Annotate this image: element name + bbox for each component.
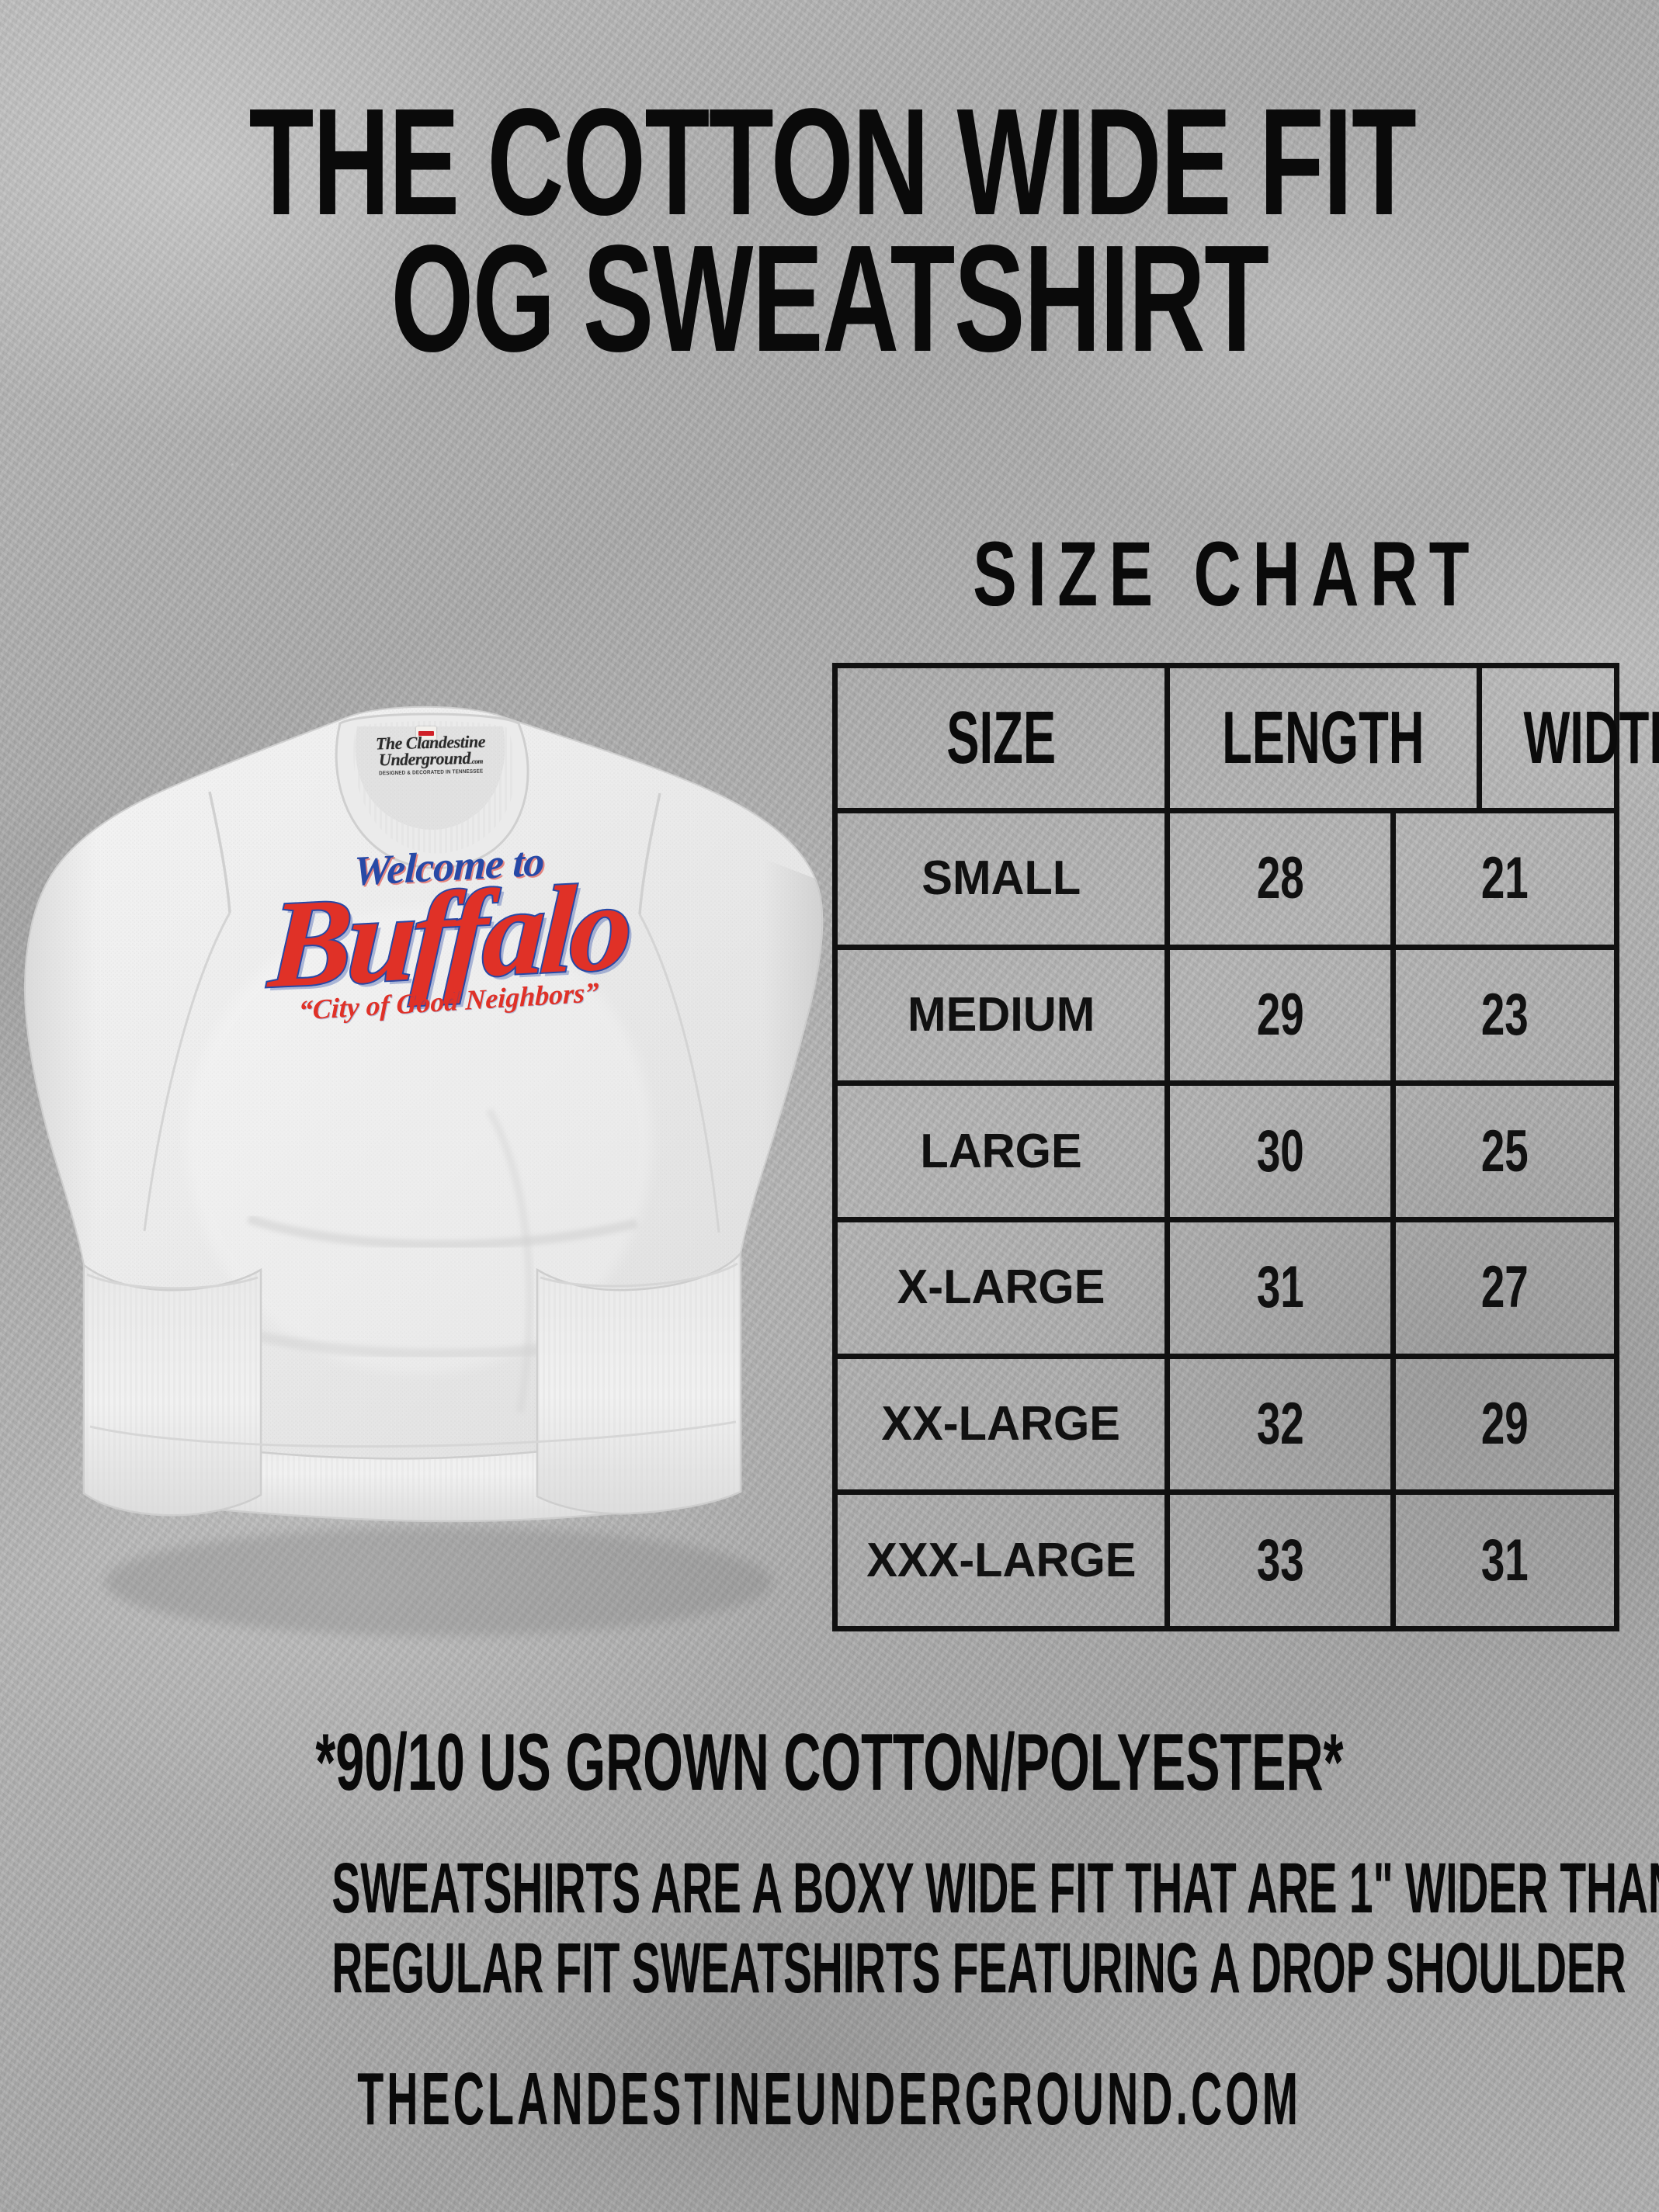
chest-print-artwork: Welcome to Buffalo “City of Good Neighbo… bbox=[247, 837, 651, 1098]
cell-width: 21 bbox=[1481, 845, 1529, 912]
table-row: LARGE 30 25 bbox=[838, 1086, 1614, 1223]
garment-drop-shadow bbox=[105, 1527, 772, 1636]
table-header-size: SIZE bbox=[838, 668, 1170, 808]
cell-length: 30 bbox=[1170, 1086, 1396, 1218]
table-row: XXX-LARGE 33 31 bbox=[838, 1495, 1614, 1627]
material-note-text: *90/10 US GROWN COTTON/POLYESTER* bbox=[315, 1718, 1344, 1808]
shoulder-seam-left bbox=[208, 791, 231, 914]
cell-width: 23 bbox=[1481, 982, 1529, 1048]
cell-length: 31 bbox=[1170, 1222, 1396, 1354]
garment-highlight bbox=[186, 908, 652, 1374]
table-header-length: LENGTH bbox=[1170, 668, 1482, 808]
shoulder-seam-right bbox=[638, 792, 661, 915]
table-row: MEDIUM 29 23 bbox=[838, 949, 1614, 1087]
neck-label-dotcom: .com bbox=[470, 757, 483, 765]
sleeve-seam-right bbox=[638, 914, 720, 1233]
garment-fold-3 bbox=[485, 1108, 534, 1413]
cell-length: 29 bbox=[1170, 949, 1396, 1081]
neck-label: The Clandestine Underground.com DESIGNED… bbox=[364, 732, 497, 792]
cell-width: 29 bbox=[1481, 1391, 1529, 1458]
neck-label-subline: DESIGNED & DECORATED IN TENNESSEE bbox=[379, 768, 484, 777]
cuff-right-stitch bbox=[540, 1262, 738, 1288]
manufacturer-tag bbox=[416, 726, 436, 740]
cell-size: LARGE bbox=[838, 1086, 1170, 1218]
website-url-text[interactable]: THECLANDESTINEUNDERGROUND.COM bbox=[357, 2058, 1302, 2141]
cell-size: XXX-LARGE bbox=[838, 1495, 1170, 1627]
material-note: *90/10 US GROWN COTTON/POLYESTER* bbox=[0, 1717, 1659, 1809]
cuff-left-rib-texture bbox=[84, 1265, 261, 1516]
table-row: SMALL 28 21 bbox=[838, 813, 1614, 950]
size-chart-heading-text: SIZE CHART bbox=[973, 523, 1480, 626]
fit-note-line-2: REGULAR FIT SWEATSHIRTS FEATURING A DROP… bbox=[331, 1929, 1626, 2009]
neck-label-brand-line-2: Underground bbox=[378, 747, 471, 770]
hem-stitch bbox=[89, 1420, 737, 1448]
cell-size: SMALL bbox=[838, 813, 1170, 945]
title-line-2: OG SWEATSHIRT bbox=[390, 213, 1269, 384]
cell-size: X-LARGE bbox=[838, 1222, 1170, 1354]
product-image-sweatshirt bbox=[16, 675, 838, 1669]
sweatshirt-illustration bbox=[24, 706, 824, 1636]
size-chart-heading: SIZE CHART bbox=[832, 522, 1621, 627]
cell-size: MEDIUM bbox=[838, 949, 1170, 1081]
cell-length: 32 bbox=[1170, 1358, 1396, 1490]
garment-shadow-right bbox=[691, 830, 823, 1253]
cuff-right-rib-texture bbox=[537, 1253, 741, 1514]
table-row: X-LARGE 31 27 bbox=[838, 1222, 1614, 1359]
title-line-1: THE COTTON WIDE FIT bbox=[248, 77, 1417, 247]
garment-fold-1 bbox=[247, 1214, 638, 1250]
cell-size: XX-LARGE bbox=[838, 1358, 1170, 1490]
cell-length: 28 bbox=[1170, 813, 1396, 945]
collar-back-texture bbox=[355, 726, 505, 830]
cell-width: 25 bbox=[1481, 1118, 1529, 1184]
cell-length: 33 bbox=[1170, 1495, 1396, 1627]
size-chart-table: SIZE LENGTH WIDTH SMALL 28 21 MEDIUM 29 … bbox=[832, 663, 1659, 1631]
cell-width: 27 bbox=[1481, 1254, 1529, 1321]
cell-width: 31 bbox=[1481, 1527, 1529, 1593]
table-row: XX-LARGE 32 29 bbox=[838, 1358, 1614, 1496]
fit-note-line-1: SWEATSHIRTS ARE A BOXY WIDE FIT THAT ARE… bbox=[331, 1849, 1659, 1928]
table-header-row: SIZE LENGTH WIDTH bbox=[838, 668, 1659, 813]
page-title: THE COTTON WIDE FIT OG SWEATSHIRT bbox=[0, 77, 1659, 384]
fit-note: SWEATSHIRTS ARE A BOXY WIDE FIT THAT ARE… bbox=[0, 1849, 1659, 2009]
table-header-width: WIDTH bbox=[1523, 696, 1659, 779]
website-url[interactable]: THECLANDESTINEUNDERGROUND.COM bbox=[0, 2057, 1659, 2142]
sleeve-seam-left bbox=[143, 912, 231, 1232]
cuff-left-stitch bbox=[86, 1273, 259, 1290]
garment-shadow-left bbox=[25, 789, 202, 1265]
